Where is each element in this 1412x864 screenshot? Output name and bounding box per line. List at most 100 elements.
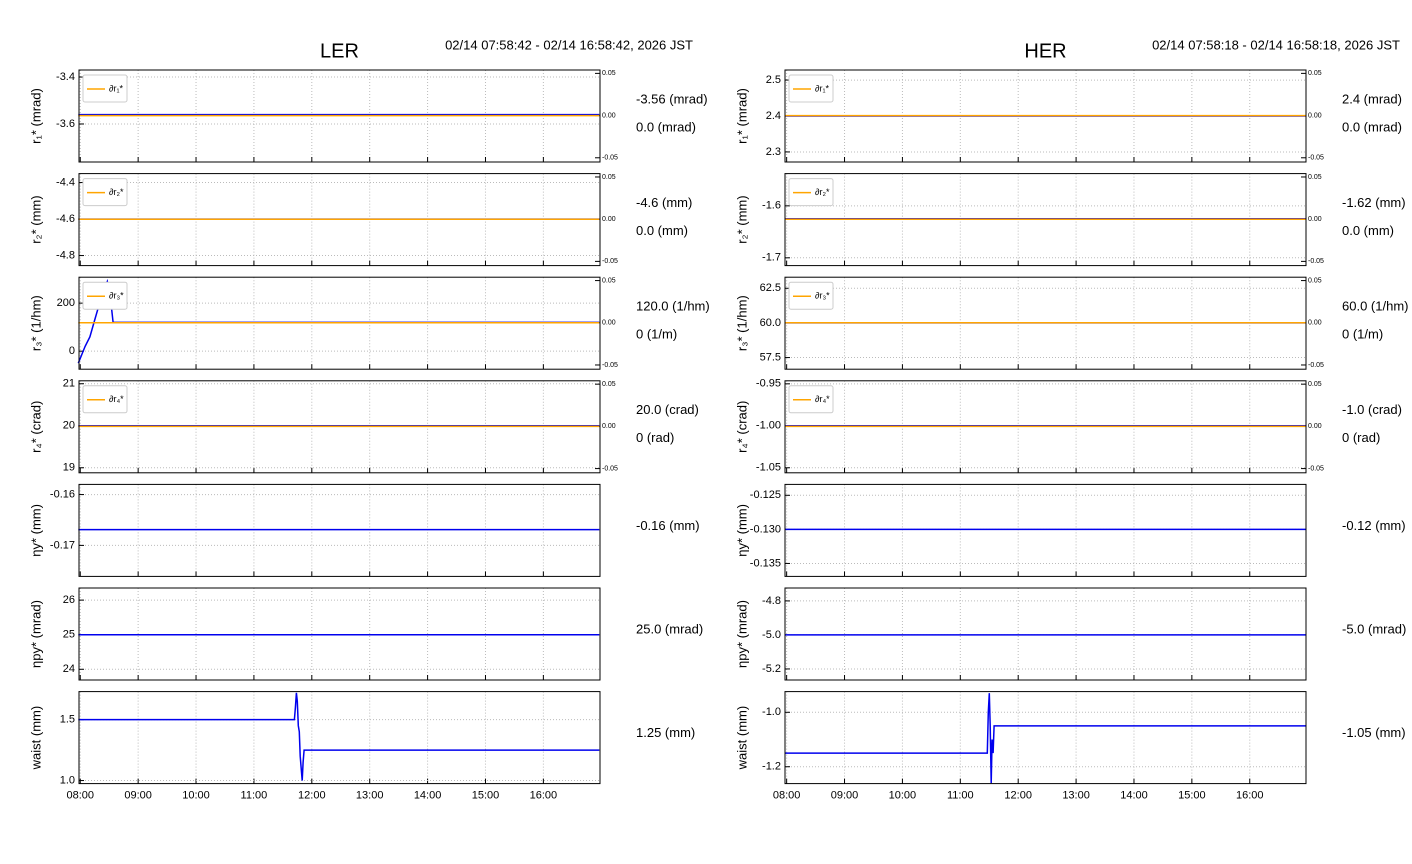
y-axis-label: ηy* (mm): [734, 504, 749, 557]
y2-tick-label: -0.05: [1308, 155, 1324, 162]
x-tick-label: 08:00: [773, 790, 801, 802]
y-tick-label: -1.7: [762, 252, 781, 264]
value-readout: 0 (1/m): [636, 327, 677, 342]
value-readout: -3.56 (mrad): [636, 91, 708, 106]
value-readout: 25.0 (mrad): [636, 621, 703, 636]
plot-frame: [78, 483, 601, 577]
time-range: 02/14 07:58:18 - 02/14 16:58:18, 2026 JS…: [1152, 37, 1400, 52]
value-readout: -1.62 (mm): [1342, 195, 1406, 210]
series-line: [784, 693, 1306, 784]
x-tick-label: 08:00: [66, 790, 94, 802]
x-tick-label: 12:00: [1004, 790, 1032, 802]
y-tick-label: 0: [69, 345, 75, 357]
value-readout: -0.12 (mm): [1342, 518, 1406, 533]
y2-tick-label: -0.05: [602, 258, 618, 265]
x-tick-label: 15:00: [472, 790, 500, 802]
plot-frame: [78, 380, 601, 474]
y2-tick-label: 0.00: [602, 320, 616, 327]
plot-frame: [784, 483, 1307, 577]
legend-label: ∂r₂*: [109, 187, 124, 197]
legend-label: ∂r₄*: [109, 394, 124, 404]
y-tick-label: -3.6: [56, 118, 75, 130]
y2-tick-label: 0.05: [602, 174, 616, 181]
y-tick-label: 20: [63, 420, 75, 432]
panel-title: LER: [320, 40, 359, 62]
y-tick-label: 2.3: [766, 146, 781, 158]
x-tick-label: 12:00: [298, 790, 326, 802]
plot-frame: [784, 276, 1307, 370]
y-tick-label: -4.4: [56, 176, 75, 188]
y2-tick-label: 0.00: [602, 423, 616, 430]
plot-frame: [78, 173, 601, 267]
y-tick-label: -0.125: [750, 489, 781, 501]
x-tick-label: 10:00: [182, 790, 210, 802]
value-readout: -1.0 (crad): [1342, 402, 1402, 417]
y-tick-label: 24: [63, 663, 75, 675]
y-tick-label: -4.8: [762, 595, 781, 607]
value-readout: 20.0 (crad): [636, 402, 699, 417]
y2-tick-label: 0.05: [1308, 381, 1322, 388]
y-axis-label: r₂* (mm): [28, 195, 43, 243]
x-tick-label: 11:00: [947, 790, 974, 802]
y-tick-label: -0.130: [750, 523, 781, 535]
y-tick-label: -1.0: [762, 706, 781, 718]
y-tick-label: -5.0: [762, 629, 781, 641]
y-tick-label: 2.4: [766, 110, 781, 122]
legend-label: ∂r₄*: [815, 394, 830, 404]
y-axis-label: r₄* (crad): [734, 401, 749, 453]
y-axis-label: r₁* (mrad): [28, 88, 43, 144]
value-readout: 0 (rad): [636, 430, 674, 445]
y-tick-label: 57.5: [760, 351, 781, 363]
y-tick-label: -0.95: [756, 378, 781, 390]
y2-tick-label: 0.00: [1308, 320, 1322, 327]
plot-frame: [78, 69, 601, 163]
y-axis-label: ηpy* (mrad): [734, 600, 749, 668]
y2-tick-label: 0.00: [602, 112, 616, 119]
y-axis-label: ηpy* (mrad): [28, 600, 43, 668]
y-tick-label: -0.135: [750, 557, 781, 569]
y2-tick-label: -0.05: [1308, 465, 1324, 472]
series-line: [78, 692, 600, 781]
x-tick-label: 09:00: [831, 790, 859, 802]
y-axis-label: r₄* (crad): [28, 401, 43, 453]
y-axis-label: r₃* (1/hm): [28, 295, 43, 351]
value-readout: 2.4 (mrad): [1342, 91, 1402, 106]
y-tick-label: 62.5: [760, 282, 781, 294]
value-readout: -4.6 (mm): [636, 195, 692, 210]
y2-tick-label: 0.05: [602, 70, 616, 77]
y2-tick-label: -0.05: [602, 362, 618, 369]
plot-frame: [784, 587, 1307, 681]
value-readout: 0.0 (mm): [1342, 223, 1394, 238]
x-tick-label: 11:00: [241, 790, 268, 802]
x-tick-label: 16:00: [530, 790, 558, 802]
value-readout: 120.0 (1/hm): [636, 299, 710, 314]
y-tick-label: -4.8: [56, 249, 75, 261]
y-tick-label: 2.5: [766, 74, 781, 86]
y-tick-label: 1.5: [60, 714, 75, 726]
y-tick-label: 60.0: [760, 317, 781, 329]
y-tick-label: 26: [63, 594, 75, 606]
y2-tick-label: 0.00: [1308, 112, 1322, 119]
legend-label: ∂r₃*: [109, 291, 124, 301]
y2-tick-label: -0.05: [1308, 258, 1324, 265]
plot-frame: [78, 276, 601, 370]
y-tick-label: 200: [57, 297, 75, 309]
plot-frame: [78, 587, 601, 681]
x-tick-label: 13:00: [356, 790, 384, 802]
y-axis-label: waist (mm): [734, 706, 749, 771]
y-axis-label: waist (mm): [28, 706, 43, 771]
x-tick-label: 10:00: [889, 790, 917, 802]
plot-frame: [784, 691, 1307, 785]
value-readout: -5.0 (mrad): [1342, 621, 1406, 636]
x-tick-label: 16:00: [1236, 790, 1264, 802]
plot-frame: [78, 691, 601, 785]
y-axis-label: r₂* (mm): [734, 195, 749, 243]
plot-frame: [784, 69, 1307, 163]
y-tick-label: -3.4: [56, 71, 75, 83]
plot-frame: [784, 380, 1307, 474]
y-tick-label: -1.6: [762, 200, 781, 212]
y2-tick-label: 0.00: [602, 216, 616, 223]
x-tick-label: 14:00: [414, 790, 442, 802]
y2-tick-label: -0.05: [602, 155, 618, 162]
